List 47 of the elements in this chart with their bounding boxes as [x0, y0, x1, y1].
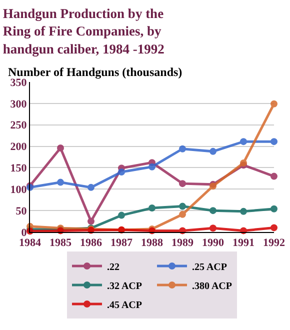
x-tick-label: 1984: [19, 237, 42, 250]
y-tick-label: 250: [10, 120, 28, 132]
point: [148, 204, 156, 212]
point: [88, 218, 94, 225]
y-tick-label: 200: [10, 141, 28, 154]
point: [118, 212, 125, 219]
x-tick-label: 1985: [50, 237, 72, 250]
y-tick-label: 350: [10, 76, 28, 89]
point: [210, 207, 216, 214]
point: [270, 172, 278, 180]
point: [179, 180, 186, 188]
y-tick-label: 0: [21, 226, 28, 239]
point: [240, 208, 247, 215]
point: [270, 205, 278, 212]
x-tick-label: 1986: [80, 237, 102, 250]
y-tick-label: 100: [10, 184, 28, 196]
x-tick-label: 1987: [110, 237, 133, 250]
point: [240, 138, 247, 146]
point: [148, 163, 156, 170]
x-tick-label: 1988: [141, 237, 164, 250]
legend-label: .32 ACP: [107, 280, 142, 292]
point: [179, 145, 186, 152]
point: [240, 160, 247, 166]
point: [57, 144, 64, 152]
legend-label: .380 ACP: [192, 280, 232, 292]
point: [118, 168, 125, 176]
y-tick-label: 150: [10, 162, 28, 175]
y-tick-label: 50: [16, 205, 28, 218]
x-tick-label: 1991: [232, 237, 254, 250]
chart-title: Handgun Production by the Ring of Fire Companies, by handgun caliber, 1984 -1992: [2, 6, 165, 56]
point: [210, 224, 216, 232]
y-tick-label: 300: [10, 98, 28, 110]
legend-label: .25 ACP: [192, 262, 227, 273]
point: [210, 148, 216, 155]
point: [270, 138, 278, 146]
x-tick-label: 1990: [202, 237, 224, 250]
x-tick-label: 1992: [263, 237, 286, 250]
point: [179, 210, 186, 218]
x-tick-label: 1989: [172, 237, 194, 250]
point: [88, 184, 94, 191]
point: [270, 100, 278, 108]
point: [57, 178, 64, 186]
point: [179, 202, 186, 210]
legend-label: .45 ACP: [107, 300, 142, 311]
legend-label: .22: [107, 262, 120, 273]
point: [270, 224, 278, 232]
y-axis-title: Number of Handguns (thousands): [8, 65, 182, 79]
